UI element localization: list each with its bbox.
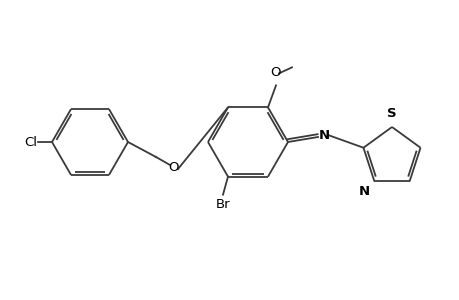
Text: N: N <box>358 185 369 198</box>
Text: N: N <box>318 128 329 142</box>
Text: Br: Br <box>215 198 230 211</box>
Text: O: O <box>168 160 179 173</box>
Text: S: S <box>386 107 396 120</box>
Text: Cl: Cl <box>24 136 37 148</box>
Text: O: O <box>270 66 280 80</box>
